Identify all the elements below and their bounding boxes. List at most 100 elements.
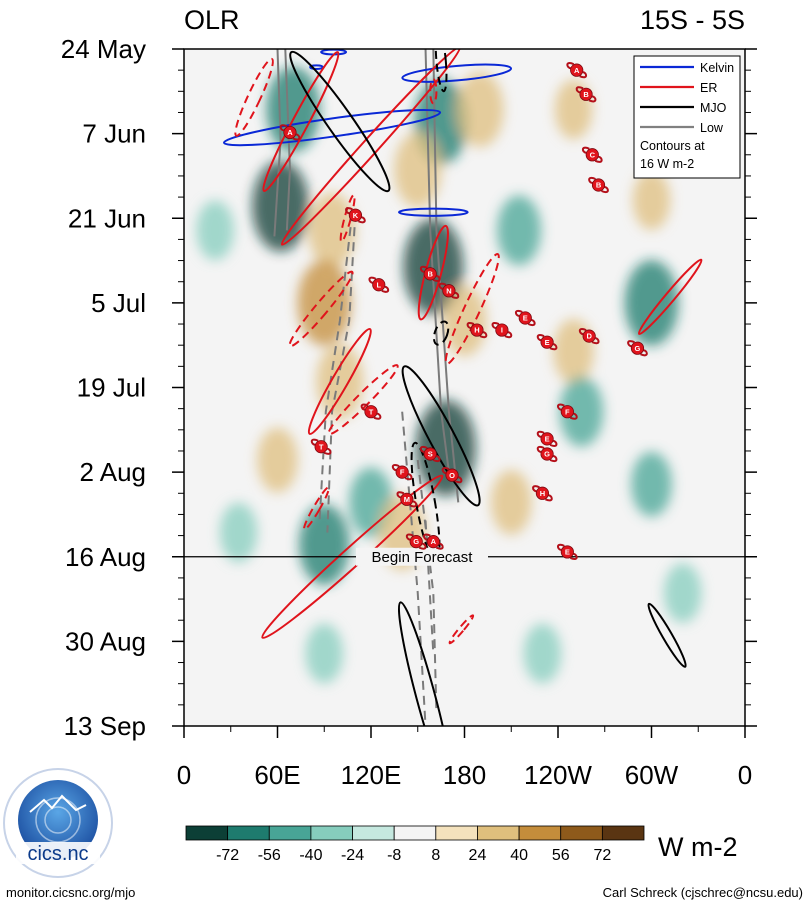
storm-marker-label: S [428, 450, 433, 459]
storm-marker: A [422, 533, 444, 550]
y-tick-label: 30 Aug [65, 626, 146, 656]
kelvin-contour [401, 63, 513, 83]
storm-marker-label: G [413, 537, 419, 546]
colorbar-box [518, 825, 562, 841]
storm-marker-tail [419, 265, 428, 273]
storm-marker-dot [535, 486, 550, 500]
storm-marker-label: M [404, 495, 410, 504]
storm-marker-tail [588, 176, 596, 185]
olr-anomaly-patch [196, 200, 234, 261]
storm-marker-label: E [523, 314, 528, 323]
low-contour [424, 49, 450, 473]
storm-marker-tail [549, 343, 558, 351]
colorbar-box [601, 825, 645, 841]
storm-marker: E [556, 543, 578, 560]
storm-marker-tail [466, 322, 475, 330]
storm-marker-tail [640, 349, 648, 357]
storm-marker-tail [549, 454, 558, 463]
olr-anomaly-patch [305, 623, 344, 684]
forecast-label-bg [356, 547, 488, 566]
storm-marker-dot [409, 535, 423, 549]
storm-marker: H [466, 322, 488, 339]
er-contour [444, 253, 500, 365]
colorbar-label: -56 [258, 847, 281, 864]
storm-marker-dot [445, 468, 459, 482]
storm-marker: B [588, 176, 609, 194]
storm-marker-dot [395, 465, 409, 479]
mjo-contour [432, 320, 450, 346]
storm-marker: F [556, 403, 578, 420]
storm-marker-tail [360, 403, 369, 411]
storm-marker-label: F [565, 407, 570, 416]
storm-marker-label: E [545, 434, 550, 443]
legend-note-2: 16 W m-2 [640, 157, 694, 171]
colorbar-box [185, 825, 229, 841]
storm-marker-label: C [590, 150, 596, 159]
storm-marker-tail [323, 447, 332, 455]
chart-title-left: OLR [184, 5, 240, 35]
storm-marker: B [419, 265, 441, 282]
storm-marker-label: A [431, 537, 437, 546]
storm-marker-dot [585, 148, 599, 162]
colorbar-label: 56 [552, 847, 570, 864]
y-tick-label: 7 Jun [82, 119, 146, 149]
er-contour [288, 270, 354, 348]
er-contour [429, 78, 438, 105]
storm-marker-dot [591, 178, 606, 192]
colorbar: -72 -56 -40 -24 -8 8 24 40 56 72 [185, 825, 645, 864]
olr-anomaly-patch [632, 170, 671, 230]
storm-marker-tail [419, 445, 428, 453]
storm-marker-label: E [545, 338, 550, 347]
storm-marker-dot [518, 311, 532, 325]
storm-marker: L [368, 276, 390, 293]
storm-marker-tail [404, 473, 413, 481]
storm-marker-tail [536, 430, 545, 438]
storm-marker-dot [470, 323, 484, 337]
y-tick-label: 5 Jul [91, 288, 146, 318]
storm-marker-dot [372, 278, 386, 292]
footer-url[interactable]: monitor.cicsnc.org/mjo [6, 885, 135, 900]
storm-marker-tail [405, 533, 414, 541]
storm-marker-dot [579, 87, 593, 101]
storm-marker-tail [310, 438, 319, 446]
storm-marker: H [532, 485, 553, 502]
colorbar-box [435, 825, 478, 841]
mjo-contour [289, 50, 391, 193]
er-contour [637, 258, 703, 335]
olr-anomaly-patch [252, 160, 310, 252]
storm-marker-tail [451, 291, 460, 299]
olr-anomaly-patch [490, 469, 532, 535]
mjo-contour [401, 365, 481, 507]
storm-marker: T [310, 438, 332, 455]
storm-marker-tail [358, 216, 366, 224]
logo-mountains [29, 794, 87, 813]
storm-marker-label: I [501, 326, 503, 335]
mjo-contour [647, 602, 687, 668]
storm-marker-label: H [474, 326, 479, 335]
storm-marker: O [441, 467, 463, 484]
low-contour [416, 459, 438, 714]
storm-marker-dot [364, 405, 378, 419]
storm-marker-label: L [376, 280, 381, 289]
storm-marker: K [345, 207, 366, 224]
colorbar-box [477, 825, 520, 841]
storm-marker-tail [368, 276, 377, 284]
colorbar-label: -40 [299, 847, 322, 864]
storm-marker-label: A [574, 66, 580, 75]
mjo-contours [289, 49, 687, 726]
legend-note-1: Contours at [640, 139, 705, 153]
storm-marker-label: T [319, 442, 324, 451]
y-tick-label: 24 May [61, 34, 146, 64]
olr-anomaly-patch [497, 195, 542, 266]
storm-marker-label: E [565, 548, 570, 557]
storm-marker: T [360, 403, 382, 420]
storm-marker-dot [423, 267, 437, 281]
storm-marker-tail [566, 62, 575, 70]
storm-marker: I [491, 322, 513, 339]
storm-marker-dot [560, 405, 574, 419]
x-tick-label: 60W [625, 760, 679, 790]
storm-marker-dot [283, 125, 297, 140]
olr-anomaly-patch [523, 623, 562, 684]
logo-globe [18, 780, 98, 860]
colorbar-label: 24 [469, 847, 487, 864]
